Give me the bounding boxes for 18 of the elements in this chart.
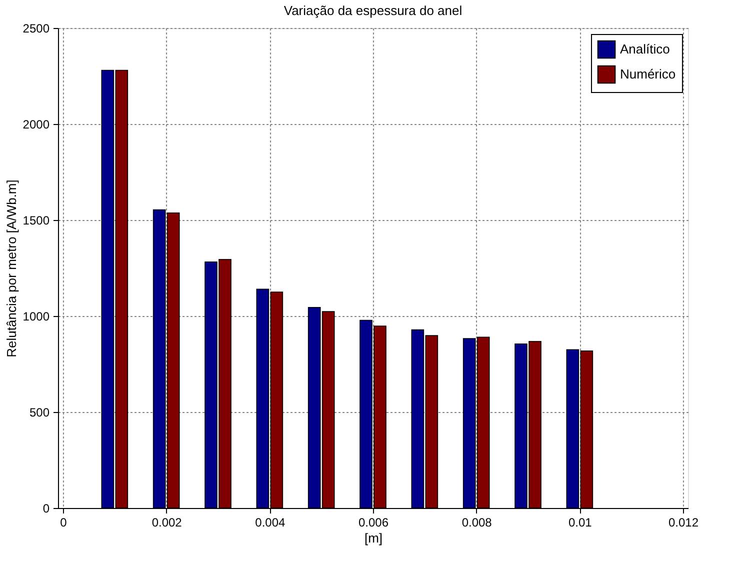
y-tick-label: 2500: [22, 22, 50, 36]
y-tick-label: 500: [29, 406, 50, 420]
y-tick-label: 2000: [22, 118, 50, 132]
x-tick-label: 0.008: [462, 516, 492, 530]
x-tick-label: 0.006: [358, 516, 389, 530]
x-axis-title: [m]: [364, 530, 383, 546]
chart-title: Variação da espessura do anel: [284, 3, 462, 18]
x-tick-label: 0.01: [568, 516, 592, 530]
x-tick-label: 0: [60, 516, 68, 530]
x-tick-label: 0.002: [152, 516, 182, 530]
y-tick-label: 1500: [22, 214, 50, 228]
legend-label: Analítico: [620, 42, 670, 56]
y-axis-title: Relutância por metro [A/Wb.m]: [4, 180, 19, 358]
y-tick-label: 1000: [22, 310, 50, 324]
x-tick-label: 0.012: [668, 516, 699, 530]
legend-label: Numérico: [620, 66, 676, 82]
x-tick-label: 0.004: [255, 516, 286, 530]
y-tick-label: 0: [42, 502, 50, 516]
